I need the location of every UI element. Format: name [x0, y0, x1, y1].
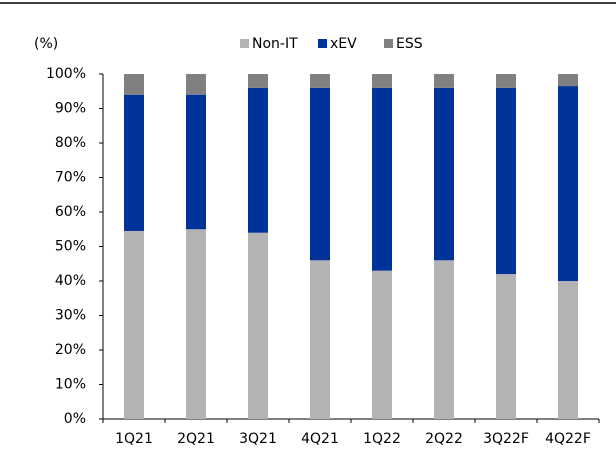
bar-segment — [372, 87, 392, 271]
y-tick-label: 20% — [55, 342, 86, 358]
legend-label: Non-IT — [252, 36, 298, 52]
bar-segment — [310, 260, 330, 419]
legend-swatch — [240, 39, 249, 48]
y-tick-label: 100% — [46, 66, 86, 82]
y-tick-label: 50% — [55, 239, 86, 255]
x-tick-label: 3Q22F — [483, 431, 529, 447]
y-tick-label: 0% — [64, 411, 86, 427]
y-tick-label: 30% — [55, 308, 86, 324]
bar-segment — [124, 230, 144, 419]
bar-segment — [186, 229, 206, 419]
bar-segment — [248, 232, 268, 419]
y-tick-label: 90% — [55, 101, 86, 117]
y-axis-label: (%) — [34, 36, 58, 52]
bar-segment — [434, 74, 454, 88]
bar-segment — [372, 270, 392, 419]
bar-segment — [496, 274, 516, 419]
x-tick-label: 2Q22 — [425, 431, 463, 447]
x-tick-label: 1Q21 — [115, 431, 153, 447]
bar-segment — [558, 74, 578, 87]
bar-segment — [124, 74, 144, 95]
y-tick-label: 10% — [55, 377, 86, 393]
legend-swatch — [384, 39, 393, 48]
bar-segment — [558, 281, 578, 419]
y-tick-label: 60% — [55, 204, 86, 220]
bar-segment — [372, 74, 392, 88]
x-tick-label: 3Q21 — [239, 431, 277, 447]
bar-segment — [558, 86, 578, 281]
x-tick-label: 2Q21 — [177, 431, 215, 447]
bar-segment — [248, 87, 268, 233]
x-tick-label: 4Q22F — [545, 431, 591, 447]
bar-segment — [496, 74, 516, 88]
legend-label: ESS — [396, 36, 423, 52]
bar-segment — [186, 94, 206, 230]
legend-swatch — [318, 39, 327, 48]
bar-segment — [434, 87, 454, 261]
bar-segment — [310, 74, 330, 88]
legend-label: xEV — [330, 36, 357, 52]
bar-segment — [310, 87, 330, 261]
bar-segment — [186, 74, 206, 95]
x-tick-label: 4Q21 — [301, 431, 339, 447]
bar-segment — [124, 94, 144, 231]
y-tick-label: 70% — [55, 170, 86, 186]
x-tick-label: 1Q22 — [363, 431, 401, 447]
y-tick-label: 40% — [55, 273, 86, 289]
bar-segment — [434, 260, 454, 419]
bar-segment — [496, 87, 516, 275]
bar-segment — [248, 74, 268, 88]
y-tick-label: 80% — [55, 135, 86, 151]
